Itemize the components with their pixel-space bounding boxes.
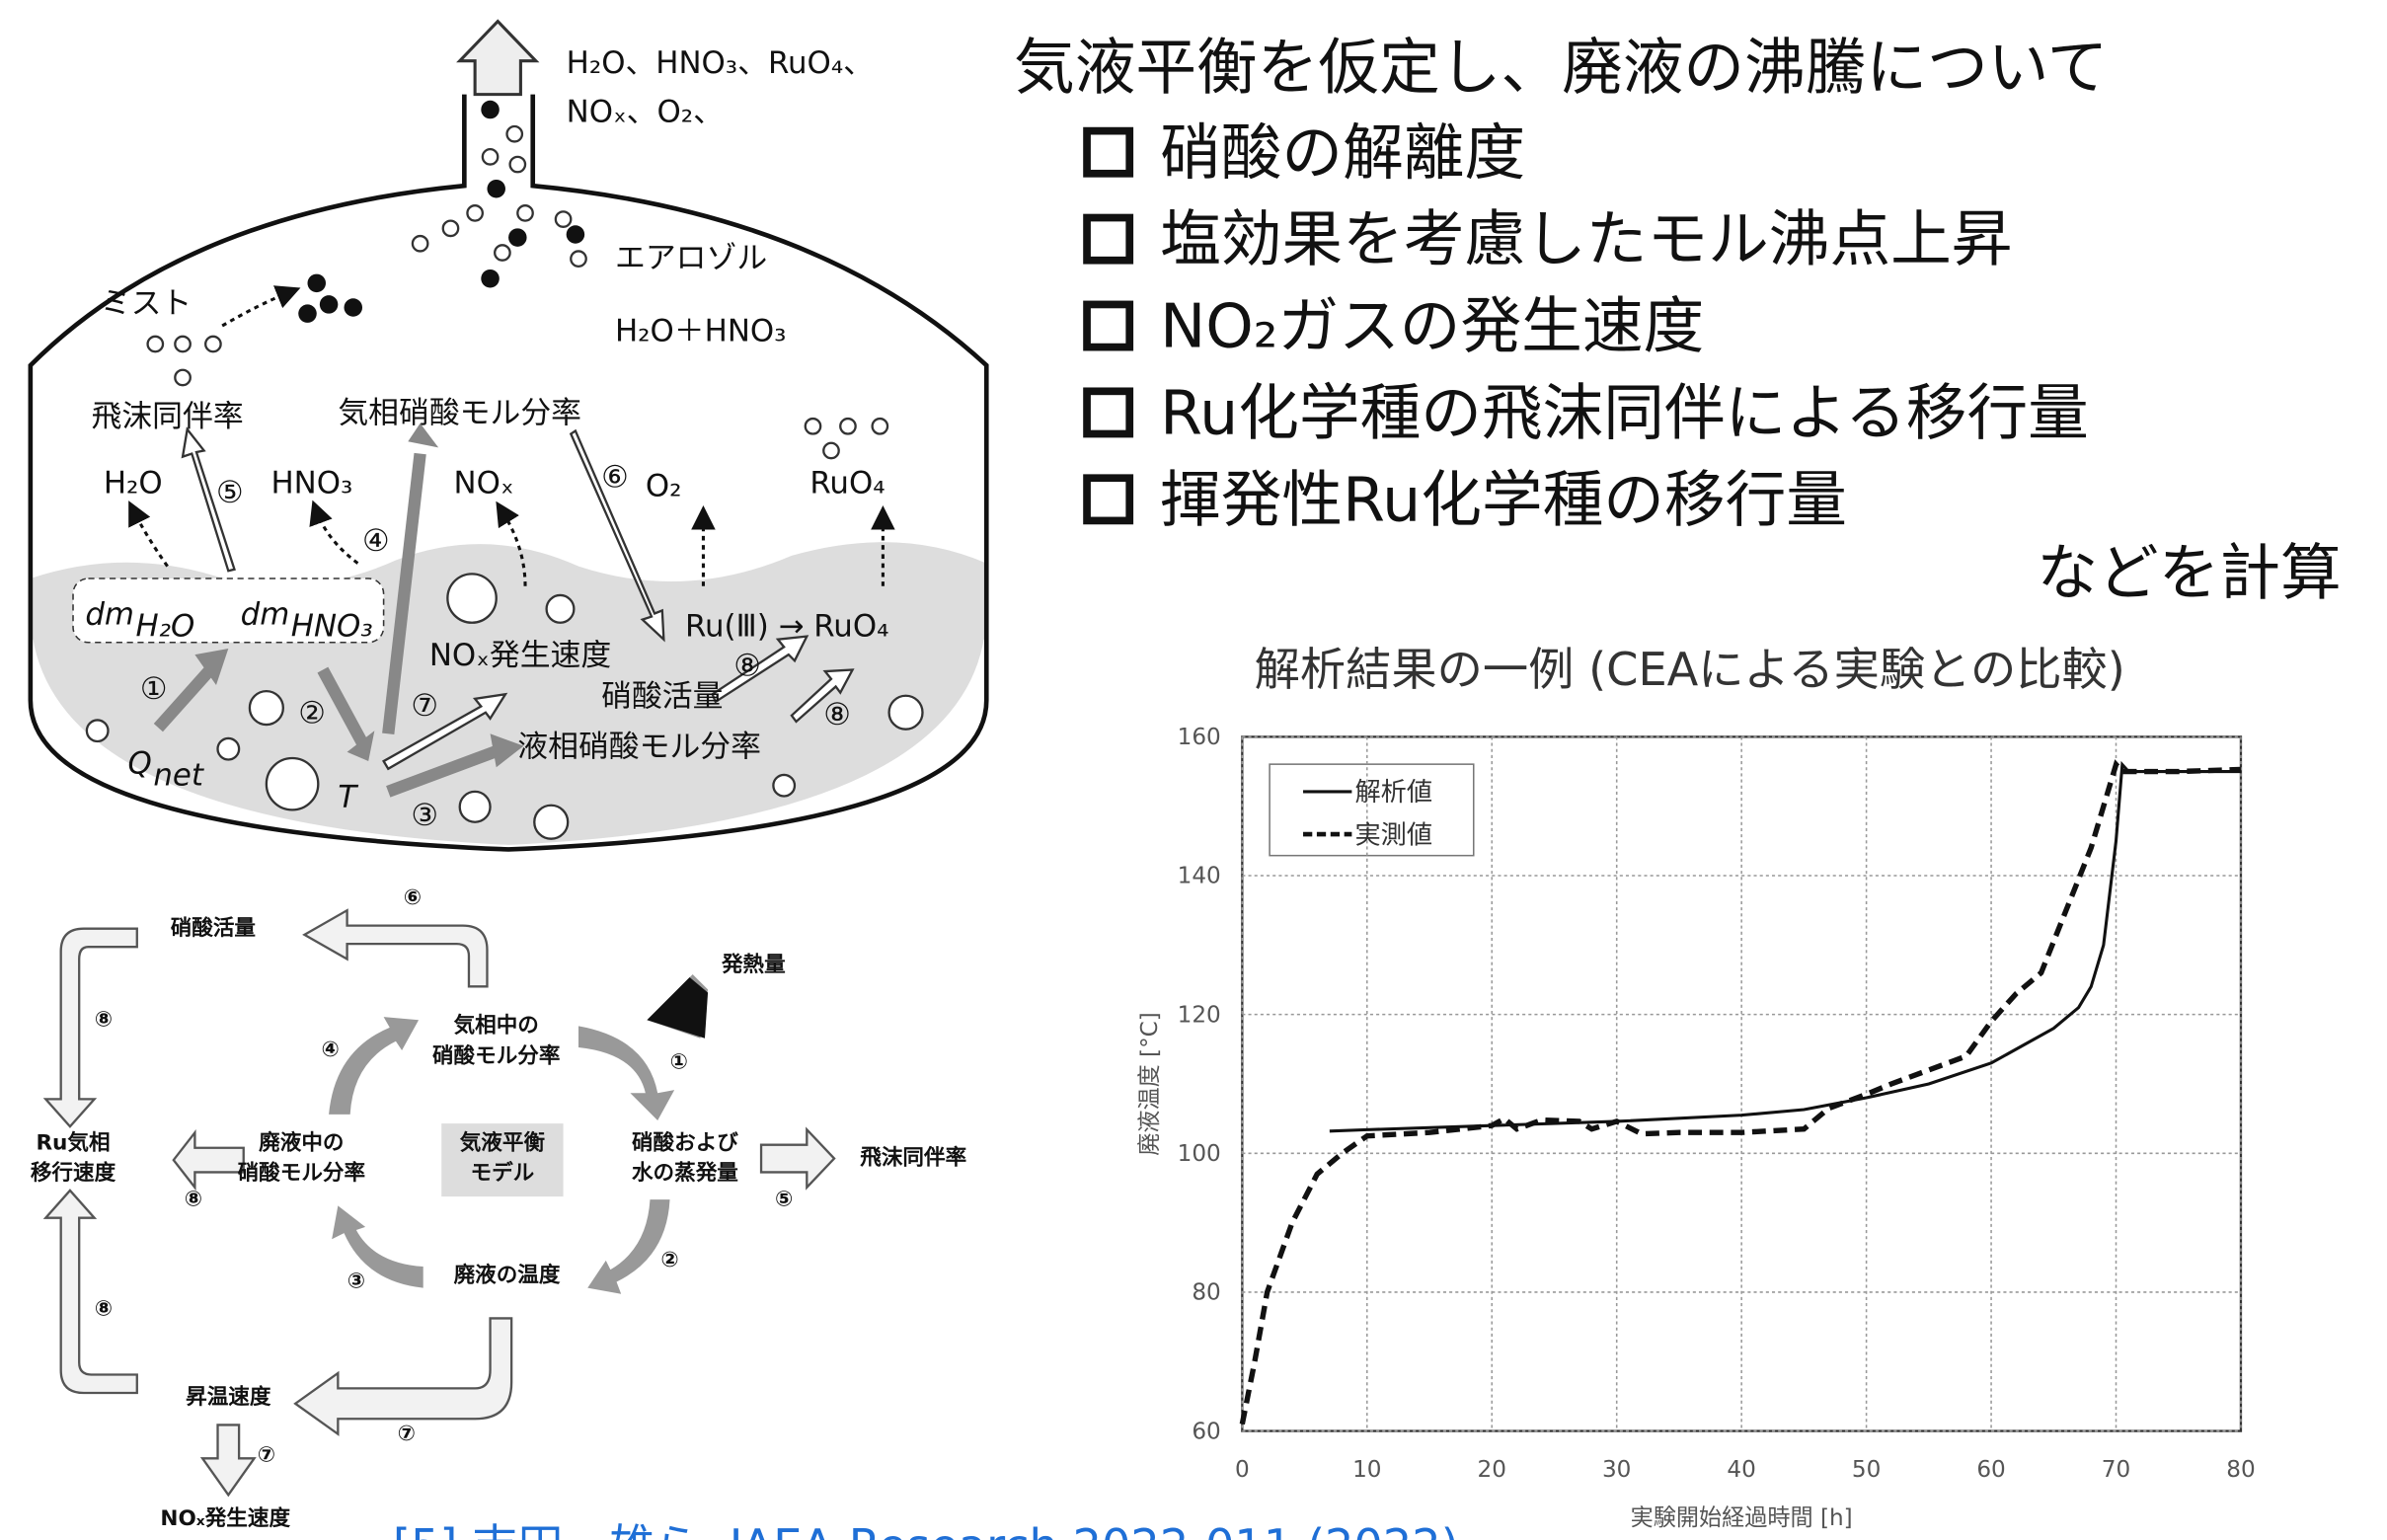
vessel-label: 硝酸活量 <box>601 679 723 715</box>
x-tick-label: 50 <box>1852 1457 1881 1483</box>
cycle-label: 移行速度 <box>31 1160 116 1186</box>
vessel-label: Ru(Ⅲ) → RuO₄ <box>685 609 889 645</box>
vessel-label: ⑧ <box>733 649 761 684</box>
symbol: T <box>338 779 358 814</box>
aerosol: エアロゾル <box>615 240 767 275</box>
cycle-label: ② <box>660 1248 678 1272</box>
checkbox <box>1087 478 1129 520</box>
checkbox <box>1087 131 1129 174</box>
cycle-label: ⑤ <box>775 1187 793 1211</box>
y-tick-label: 80 <box>1192 1280 1220 1306</box>
y-axis-label: 廃液温度 [°C] <box>1137 1012 1163 1156</box>
checkbox <box>1087 391 1129 433</box>
vessel-label: NOₓ発生速度 <box>429 638 611 673</box>
vessel-label: O₂ <box>646 469 682 504</box>
cycle-label: ③ <box>347 1270 365 1294</box>
symbol-sub: H₂O <box>136 609 195 645</box>
vessel-label: ③ <box>411 798 438 833</box>
gas-out: NOₓ、O₂、 <box>567 94 724 129</box>
checkbox <box>1087 218 1129 261</box>
chart-title: 解析結果の一例 (CEAによる実験との比較) <box>1255 643 2125 696</box>
bullet: 硝酸の解離度 <box>1160 117 1525 189</box>
chart: 解析結果の一例 (CEAによる実験との比較) 実験開始経過時間 [h] 廃液温度 [… <box>1137 643 2256 1531</box>
x-tick-label: 60 <box>1976 1457 2005 1483</box>
line <box>1242 765 2241 1424</box>
cycle-label: ① <box>670 1050 688 1075</box>
citation: [5] 吉田一雄ら, JAEA-Research 2022-011 (2022) <box>393 1519 1459 1540</box>
cycle-drawing <box>45 910 834 1495</box>
symbol: dm <box>85 596 134 632</box>
page: {"heading":"気液平衡を仮定し、廃液の沸騰について", "bullet… <box>0 0 2387 1540</box>
cycle-label: 硝酸モル分率 <box>238 1160 365 1186</box>
vessel-label: ② <box>298 696 326 732</box>
cycle-label: 発熱量 <box>721 952 786 977</box>
bullet: 塩効果を考慮したモル沸点上昇 <box>1160 204 2012 275</box>
legend-label: 実測値 <box>1354 820 1432 850</box>
x-tick-label: 0 <box>1235 1457 1250 1483</box>
bullet: Ru化学種の飛沫同伴による移行量 <box>1160 378 2089 449</box>
cycle-label: NOₓ発生速度 <box>160 1505 290 1531</box>
x-axis-label: 実験開始経過時間 [h] <box>1631 1505 1853 1531</box>
cycle-label: 気液平衡 <box>460 1129 546 1155</box>
vessel-label: 気相硝酸モル分率 <box>338 396 581 431</box>
cycle-label: 廃液の温度 <box>454 1262 561 1287</box>
vessel-label: ⑥ <box>601 459 629 495</box>
symbol: Q <box>128 745 152 781</box>
vessel-label: HNO₃ <box>270 466 352 501</box>
cycle-label: 硝酸モル分率 <box>432 1042 560 1068</box>
x-tick-label: 70 <box>2102 1457 2130 1483</box>
vessel-label: 液相硝酸モル分率 <box>517 729 761 764</box>
y-tick-label: 120 <box>1178 1002 1221 1028</box>
cycle-label: ⑧ <box>95 1007 113 1032</box>
vessel-label: ⑧ <box>823 697 851 732</box>
bullet: 揮発性Ru化学種の移行量 <box>1160 464 1847 535</box>
vessel-label: ⑦ <box>411 688 438 724</box>
cycle-label: ④ <box>321 1038 339 1062</box>
y-tick-label: 140 <box>1178 864 1221 889</box>
bullet: NO₂ガスの発生速度 <box>1160 291 1704 362</box>
vessel-label: ⑤ <box>216 475 244 510</box>
y-tick-label: 60 <box>1192 1419 1220 1444</box>
gas-out: H₂O、HNO₃、RuO₄、 <box>567 45 874 81</box>
cycle-label: 硝酸活量 <box>171 915 256 941</box>
cycle-label: 水の蒸発量 <box>632 1161 738 1186</box>
symbol-sub: HNO₃ <box>291 609 373 645</box>
y-tick-label: 160 <box>1178 725 1221 750</box>
heading: 気液平衡を仮定し、廃液の沸騰について <box>1014 32 2108 103</box>
checkbox <box>1087 304 1129 346</box>
cycle-label: 気相中の <box>454 1013 539 1039</box>
cycle-label: ⑧ <box>185 1187 202 1211</box>
cycle-label: 昇温速度 <box>186 1384 271 1410</box>
cycle-label: 廃液中の <box>259 1129 344 1155</box>
cycle-label: ⑥ <box>404 886 422 910</box>
mist: ミスト <box>101 286 192 322</box>
headspace: H₂O＋HNO₃ <box>615 313 787 348</box>
cycle-label: Ru気相 <box>36 1129 110 1155</box>
x-tick-label: 20 <box>1478 1457 1506 1483</box>
x-tick-label: 40 <box>1727 1457 1755 1483</box>
x-tick-label: 80 <box>2226 1457 2255 1483</box>
x-tick-label: 30 <box>1602 1457 1631 1483</box>
vessel-label: ④ <box>362 523 390 559</box>
vessel-label: NOₓ <box>454 466 514 501</box>
cycle-label: ⑦ <box>258 1442 275 1467</box>
cycle-label: ⑧ <box>95 1296 113 1321</box>
x-tick-label: 10 <box>1352 1457 1381 1483</box>
vessel-label: 飛沫同伴率 <box>92 399 244 434</box>
slide: 解析結果の一例 (CEAによる実験との比較) 実験開始経過時間 [h] 廃液温度 [… <box>0 0 2387 1540</box>
y-tick-label: 100 <box>1178 1141 1221 1167</box>
symbol-sub: net <box>153 758 205 794</box>
note: などを計算 <box>2037 537 2341 608</box>
cycle-label: モデル <box>471 1160 535 1186</box>
vessel-label: ① <box>140 671 168 707</box>
vessel-label: RuO₄ <box>809 466 885 501</box>
symbol: dm <box>241 596 290 632</box>
vessel-label: H₂O <box>104 466 163 501</box>
cycle-label: 飛沫同伴率 <box>860 1145 966 1171</box>
cycle-label: 硝酸および <box>632 1129 738 1155</box>
cycle-label: ⑦ <box>398 1422 416 1446</box>
legend-label: 解析値 <box>1354 778 1432 808</box>
